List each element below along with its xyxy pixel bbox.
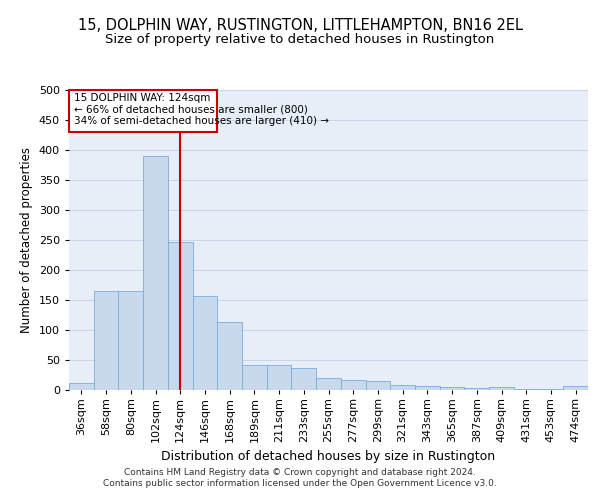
Bar xyxy=(415,386,440,390)
Y-axis label: Number of detached properties: Number of detached properties xyxy=(20,147,33,333)
Bar xyxy=(464,388,489,390)
Bar xyxy=(440,387,464,390)
X-axis label: Distribution of detached houses by size in Rustington: Distribution of detached houses by size … xyxy=(161,450,496,464)
Bar xyxy=(118,291,143,390)
Bar xyxy=(489,387,514,390)
Text: 15 DOLPHIN WAY: 124sqm
← 66% of detached houses are smaller (800)
34% of semi-de: 15 DOLPHIN WAY: 124sqm ← 66% of detached… xyxy=(74,93,329,126)
Text: 15, DOLPHIN WAY, RUSTINGTON, LITTLEHAMPTON, BN16 2EL: 15, DOLPHIN WAY, RUSTINGTON, LITTLEHAMPT… xyxy=(77,18,523,32)
Bar xyxy=(193,296,217,390)
Bar xyxy=(168,242,193,390)
Text: Contains HM Land Registry data © Crown copyright and database right 2024.
Contai: Contains HM Land Registry data © Crown c… xyxy=(103,468,497,487)
Bar xyxy=(341,380,365,390)
Bar xyxy=(69,383,94,390)
Bar xyxy=(143,156,168,390)
Bar xyxy=(292,368,316,390)
FancyBboxPatch shape xyxy=(69,90,217,132)
Bar xyxy=(563,386,588,390)
Bar xyxy=(267,365,292,390)
Bar xyxy=(365,381,390,390)
Text: Size of property relative to detached houses in Rustington: Size of property relative to detached ho… xyxy=(106,32,494,46)
Bar xyxy=(242,365,267,390)
Bar xyxy=(217,322,242,390)
Bar xyxy=(316,378,341,390)
Bar xyxy=(390,385,415,390)
Bar xyxy=(94,291,118,390)
